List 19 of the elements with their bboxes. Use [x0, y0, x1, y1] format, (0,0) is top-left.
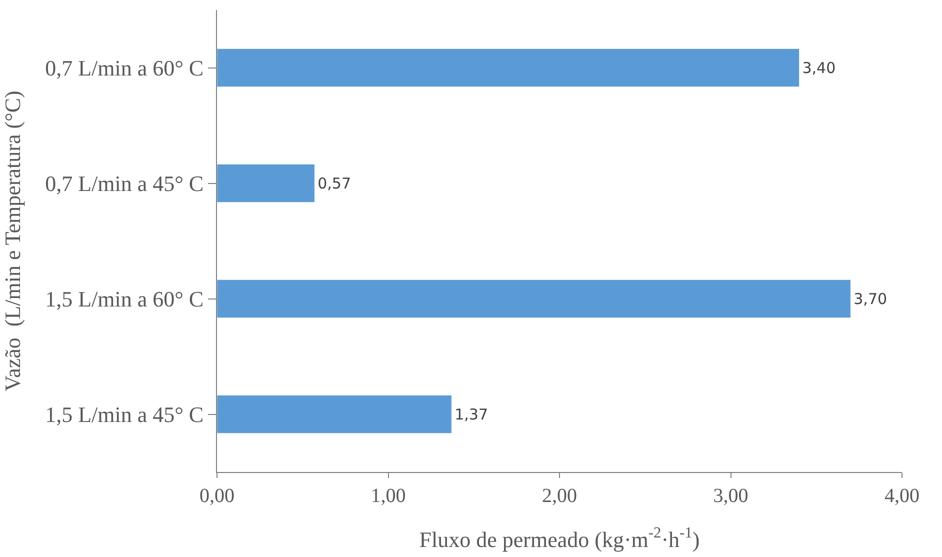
data-label: 0,57	[318, 174, 352, 192]
bar	[217, 279, 851, 318]
x-tick-label: 4,00	[884, 485, 920, 507]
bar	[217, 48, 800, 88]
x-tick-label: 3,00	[713, 485, 748, 507]
bar	[217, 164, 315, 203]
bar	[217, 394, 452, 434]
x-tick-label: 1,00	[370, 485, 406, 507]
data-label: 3,70	[854, 290, 888, 308]
y-tick-label: 1,5 L/min a 60° C	[45, 286, 204, 312]
data-label: 1,37	[454, 405, 488, 424]
y-tick-label: 0,7 L/min a 60° C	[45, 55, 204, 80]
x-axis-title: Fluxo de permeado (kg·m$^{-2}$·h$^{-1}$)	[419, 524, 700, 552]
x-tick-label: 0,00	[200, 485, 234, 507]
y-tick-label: 1,5 L/min a 45° C	[45, 402, 204, 427]
data-label: 3,40	[802, 58, 836, 77]
x-tick-label: 2,00	[542, 485, 577, 507]
y-tick-label: 0,7 L/min a 45° C	[45, 170, 204, 196]
y-axis-title: Vazão (L/min e Temperatura (°C)	[0, 90, 25, 392]
